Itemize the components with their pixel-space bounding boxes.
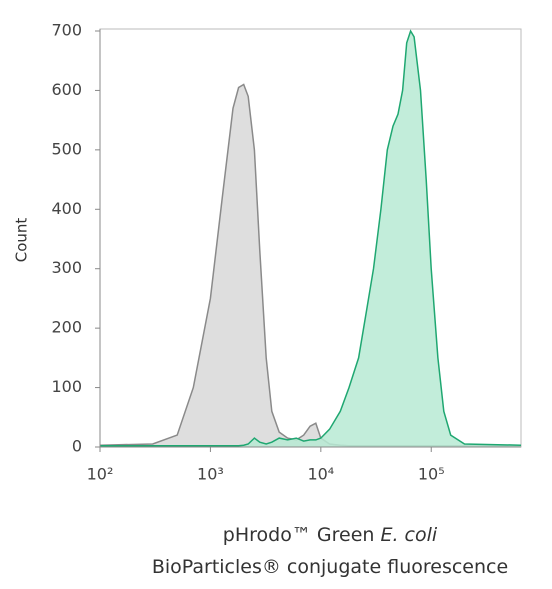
x-axis-label: BioParticles® conjugate fluorescence: [152, 556, 508, 578]
y-tick-label: 0: [72, 437, 82, 456]
x-label-part: pHrodo™ Green: [223, 524, 381, 546]
x-label-part: E. coli: [380, 524, 437, 546]
y-tick-label: 100: [51, 377, 82, 396]
x-tick-label: 10⁵: [418, 465, 445, 484]
y-axis-label: Count: [13, 218, 31, 263]
y-tick-label: 400: [51, 199, 82, 218]
area-edge: [99, 83, 521, 447]
x-tick-label: 10³: [197, 465, 224, 484]
x-tick-label: 10²: [87, 465, 114, 484]
plot-frame: [99, 28, 522, 448]
y-tick-label: 300: [51, 258, 82, 277]
area: [100, 31, 521, 447]
x-tick-label: 10⁴: [307, 465, 334, 484]
area-edge: [100, 29, 522, 447]
x-label-part: BioParticles® conjugate fluorescence: [152, 556, 508, 578]
area: [100, 84, 521, 447]
y-tick-label: 200: [51, 318, 82, 337]
x-axis-label: pHrodo™ Green E. coli: [223, 524, 438, 546]
y-tick-label: 600: [51, 80, 82, 99]
y-tick-label: 500: [51, 139, 82, 158]
y-tick-label: 700: [51, 21, 82, 40]
